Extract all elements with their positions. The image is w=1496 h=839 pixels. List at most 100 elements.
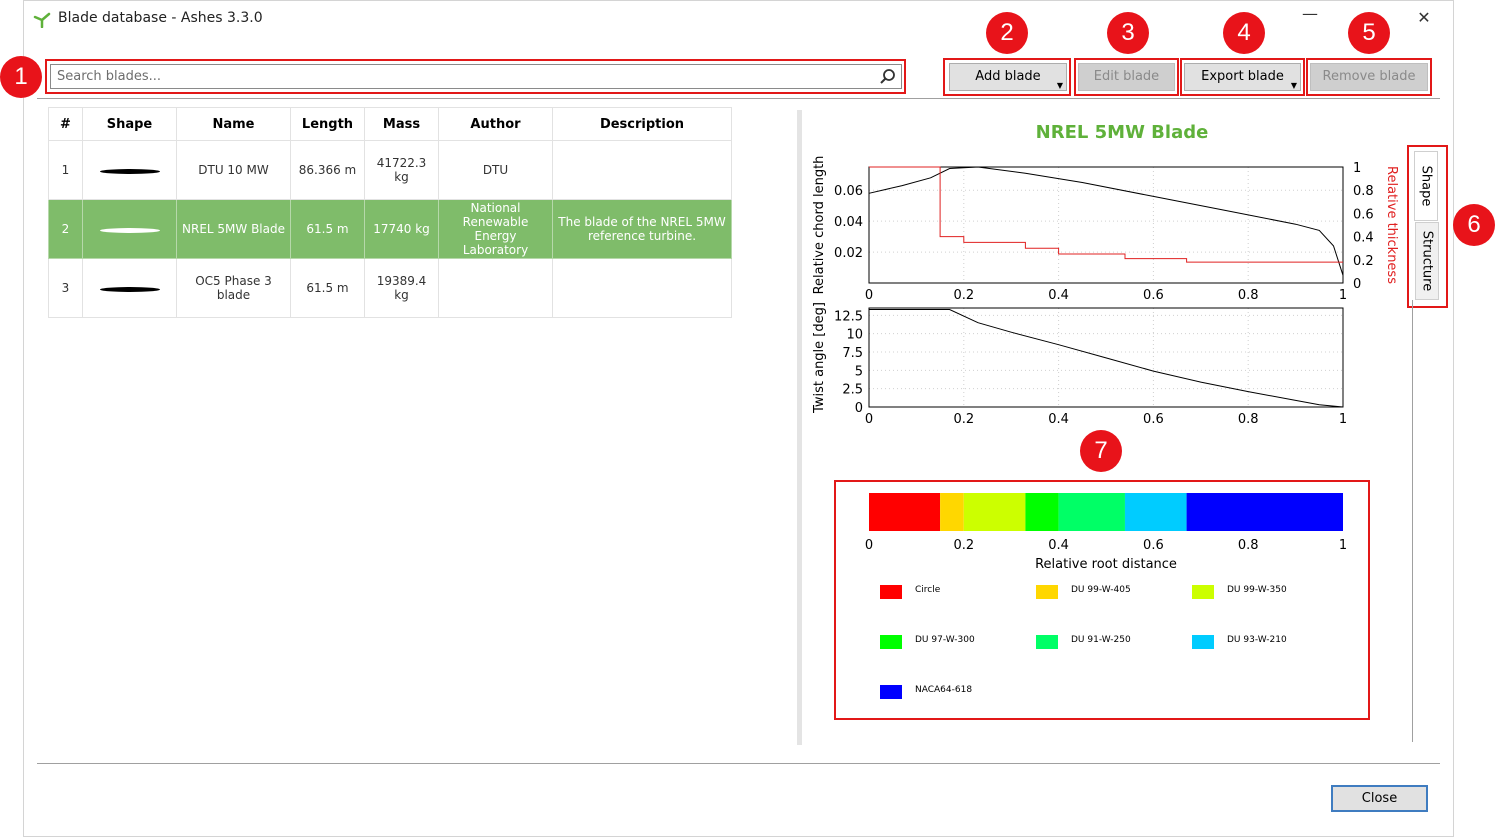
table-row[interactable]: 3 OC5 Phase 3 blade 61.5 m 19389.4 kg — [48, 258, 732, 318]
airfoil-distribution-bar: 0 0.2 0.4 0.6 0.8 1 Relative root distance — [865, 493, 1347, 572]
dropdown-caret-icon[interactable]: ▼ — [1056, 81, 1063, 90]
column-header-name[interactable]: Name — [176, 107, 291, 141]
tab-shape-label: Shape — [1418, 165, 1434, 207]
y-tick-label: 7.5 — [842, 346, 863, 361]
blade-length: 61.5 m — [290, 199, 365, 259]
airfoil-segment — [869, 493, 941, 531]
blade-property-charts: 0 0.2 0.4 0.6 0.8 1 0.02 0.04 0.06 0 0.2 0.4 0.6 0.8 1… — [812, 156, 1399, 427]
search-icon[interactable] — [879, 68, 897, 86]
blade-shape-cell — [82, 140, 177, 200]
x-tick-label: 0.4 — [1048, 288, 1069, 303]
legend-swatch — [1036, 635, 1058, 649]
y-tick-label: 2.5 — [842, 383, 863, 398]
x-tick-label: 0.8 — [1238, 538, 1259, 553]
legend-label: DU 93-W-210 — [1227, 635, 1287, 645]
twist-angle-line — [869, 309, 1344, 408]
tab-structure-label: Structure — [1419, 230, 1435, 292]
blade-shape-thumbnail — [99, 169, 160, 174]
x-tick-label: 0.8 — [1238, 288, 1259, 303]
airfoil-segment — [1124, 493, 1187, 531]
callout-2: 2 — [986, 12, 1028, 54]
callout-box-airfoils — [834, 480, 1370, 720]
close-window-button[interactable]: ✕ — [1417, 8, 1431, 27]
legend-swatch — [880, 685, 902, 699]
y-tick-label: 0.02 — [834, 246, 863, 261]
y2-axis-label: Relative thickness — [1384, 166, 1399, 284]
legend-swatch — [1192, 585, 1214, 599]
blade-mass: 41722.3 kg — [364, 140, 439, 200]
callout-5: 5 — [1348, 12, 1390, 54]
add-blade-button[interactable]: Add blade ▼ — [949, 63, 1067, 91]
remove-blade-button[interactable]: Remove blade — [1310, 63, 1428, 91]
column-header-description[interactable]: Description — [552, 107, 732, 141]
callout-box-tabs — [1407, 145, 1448, 308]
x-tick-label: 0 — [865, 412, 873, 427]
x-axis-label: Relative root distance — [1035, 557, 1177, 572]
y-tick-label: 12.5 — [834, 309, 863, 324]
blade-shape-thumbnail — [99, 287, 160, 292]
blade-name: DTU 10 MW — [176, 140, 291, 200]
window-title: Blade database - Ashes 3.3.0 — [58, 10, 263, 26]
x-tick-label: 0.6 — [1143, 538, 1164, 553]
search-input[interactable] — [51, 65, 863, 88]
callout-box-edit — [1074, 58, 1179, 96]
x-tick-label: 0.4 — [1048, 412, 1069, 427]
x-tick-label: 1 — [1339, 288, 1347, 303]
column-header-author[interactable]: Author — [438, 107, 553, 141]
table-row-selected[interactable]: 2 NREL 5MW Blade 61.5 m 17740 kg Nationa… — [48, 199, 732, 259]
search-box — [50, 64, 902, 89]
row-number: 2 — [48, 199, 83, 259]
y2-tick-label: 0.2 — [1353, 254, 1374, 269]
callout-box-export — [1180, 58, 1305, 96]
x-tick-label: 0.6 — [1143, 412, 1164, 427]
column-header-number[interactable]: # — [48, 107, 83, 141]
blade-shape-cell — [82, 258, 177, 318]
y2-tick-label: 0.4 — [1353, 231, 1374, 246]
table-row[interactable]: 1 DTU 10 MW 86.366 m 41722.3 kg DTU — [48, 140, 732, 200]
y-tick-label: 5 — [855, 364, 863, 379]
airfoil-segment — [1186, 493, 1343, 531]
airfoil-segment — [940, 493, 964, 531]
export-blade-button[interactable]: Export blade ▼ — [1184, 63, 1301, 91]
x-tick-label: 0.8 — [1238, 412, 1259, 427]
column-header-length[interactable]: Length — [290, 107, 365, 141]
callout-box-search — [45, 59, 906, 94]
blade-shape-cell — [82, 199, 177, 259]
export-blade-label: Export blade — [1201, 69, 1284, 84]
tab-shape[interactable]: Shape — [1414, 151, 1438, 221]
tab-structure[interactable]: Structure — [1415, 222, 1439, 300]
legend-swatch — [880, 635, 902, 649]
callout-1: 1 — [0, 56, 42, 98]
legend-label: DU 97-W-300 — [915, 635, 975, 645]
airfoil-segment — [1025, 493, 1059, 531]
plot-frame — [868, 307, 1344, 408]
blade-shape-thumbnail — [99, 228, 160, 233]
x-tick-label: 1 — [1339, 412, 1347, 427]
relative-thickness-line — [869, 166, 1343, 263]
x-tick-label: 0.2 — [953, 288, 974, 303]
column-header-mass[interactable]: Mass — [364, 107, 439, 141]
y-tick-label: 0.06 — [834, 184, 863, 199]
close-button[interactable]: Close — [1331, 785, 1428, 812]
x-tick-label: 1 — [1339, 538, 1347, 553]
tab-panel-edge — [1412, 300, 1413, 742]
callout-6: 6 — [1453, 204, 1495, 246]
add-blade-label: Add blade — [975, 69, 1041, 84]
x-tick-label: 0.2 — [953, 538, 974, 553]
callout-4: 4 — [1223, 12, 1265, 54]
row-number: 1 — [48, 140, 83, 200]
y2-tick-label: 0.8 — [1353, 184, 1374, 199]
column-header-shape[interactable]: Shape — [82, 107, 177, 141]
minimize-button[interactable]: — — [1302, 4, 1318, 23]
legend-label: NACA64-618 — [915, 685, 973, 695]
row-number: 3 — [48, 258, 83, 318]
blade-description: The blade of the NREL 5MW reference turb… — [552, 199, 732, 259]
panel-splitter[interactable] — [797, 110, 802, 745]
blade-description — [552, 258, 732, 318]
edit-blade-button[interactable]: Edit blade — [1078, 63, 1175, 91]
dropdown-caret-icon[interactable]: ▼ — [1290, 81, 1297, 90]
y2-tick-label: 1 — [1353, 161, 1361, 176]
app-logo-icon — [33, 12, 51, 28]
plot-frame — [868, 166, 1344, 284]
legend-label: DU 99-W-350 — [1227, 585, 1287, 595]
